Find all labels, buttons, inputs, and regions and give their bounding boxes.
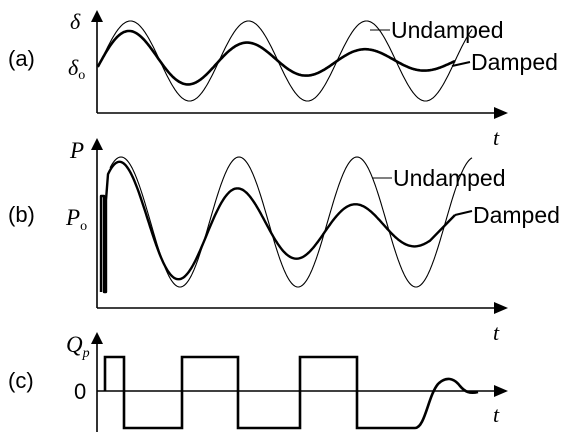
- panel-b-undamped-label: Undamped: [393, 165, 506, 191]
- panel-b: (b) P Po t Undamped Damped: [8, 138, 560, 345]
- panel-c-zero-label: 0: [74, 379, 86, 404]
- panel-a: (a) δ δo t Undamped Damped: [8, 9, 558, 150]
- panel-a-y-arrowhead: [91, 10, 103, 22]
- panel-b-damped-curve: [99, 160, 456, 294]
- panel-c-label: (c): [8, 368, 34, 393]
- panel-b-y-symbol: P: [69, 138, 84, 163]
- panel-a-y-symbol: δ: [70, 9, 81, 34]
- panel-a-damped-curve: [96, 29, 456, 86]
- panel-b-y-arrowhead: [91, 138, 103, 150]
- panel-a-y-ref: δo: [68, 55, 85, 83]
- panel-b-damped-label: Damped: [473, 202, 560, 228]
- panel-c: (c) Qp 0 t: [8, 332, 508, 432]
- panel-b-x-symbol: t: [493, 320, 500, 345]
- panel-c-x-arrowhead: [494, 385, 508, 397]
- panel-a-label: (a): [8, 46, 35, 71]
- panel-a-x-symbol: t: [493, 125, 500, 150]
- panel-c-y-symbol: Qp: [66, 332, 90, 361]
- panel-a-undamped-label: Undamped: [391, 17, 504, 43]
- panel-c-control-signal: [103, 355, 479, 430]
- panel-c-x-symbol: t: [493, 402, 500, 427]
- panel-a-x-arrowhead: [494, 107, 508, 119]
- panel-b-y-ref: Po: [65, 205, 87, 234]
- panel-a-damped-label: Damped: [471, 49, 558, 75]
- panel-c-y-arrowhead: [91, 332, 103, 344]
- panel-b-undamped-curve: [109, 156, 473, 288]
- panel-b-damped-leader: [454, 210, 473, 216]
- panel-b-label: (b): [8, 202, 35, 227]
- panel-a-damped-leader: [451, 61, 471, 67]
- panel-b-x-arrowhead: [494, 302, 508, 314]
